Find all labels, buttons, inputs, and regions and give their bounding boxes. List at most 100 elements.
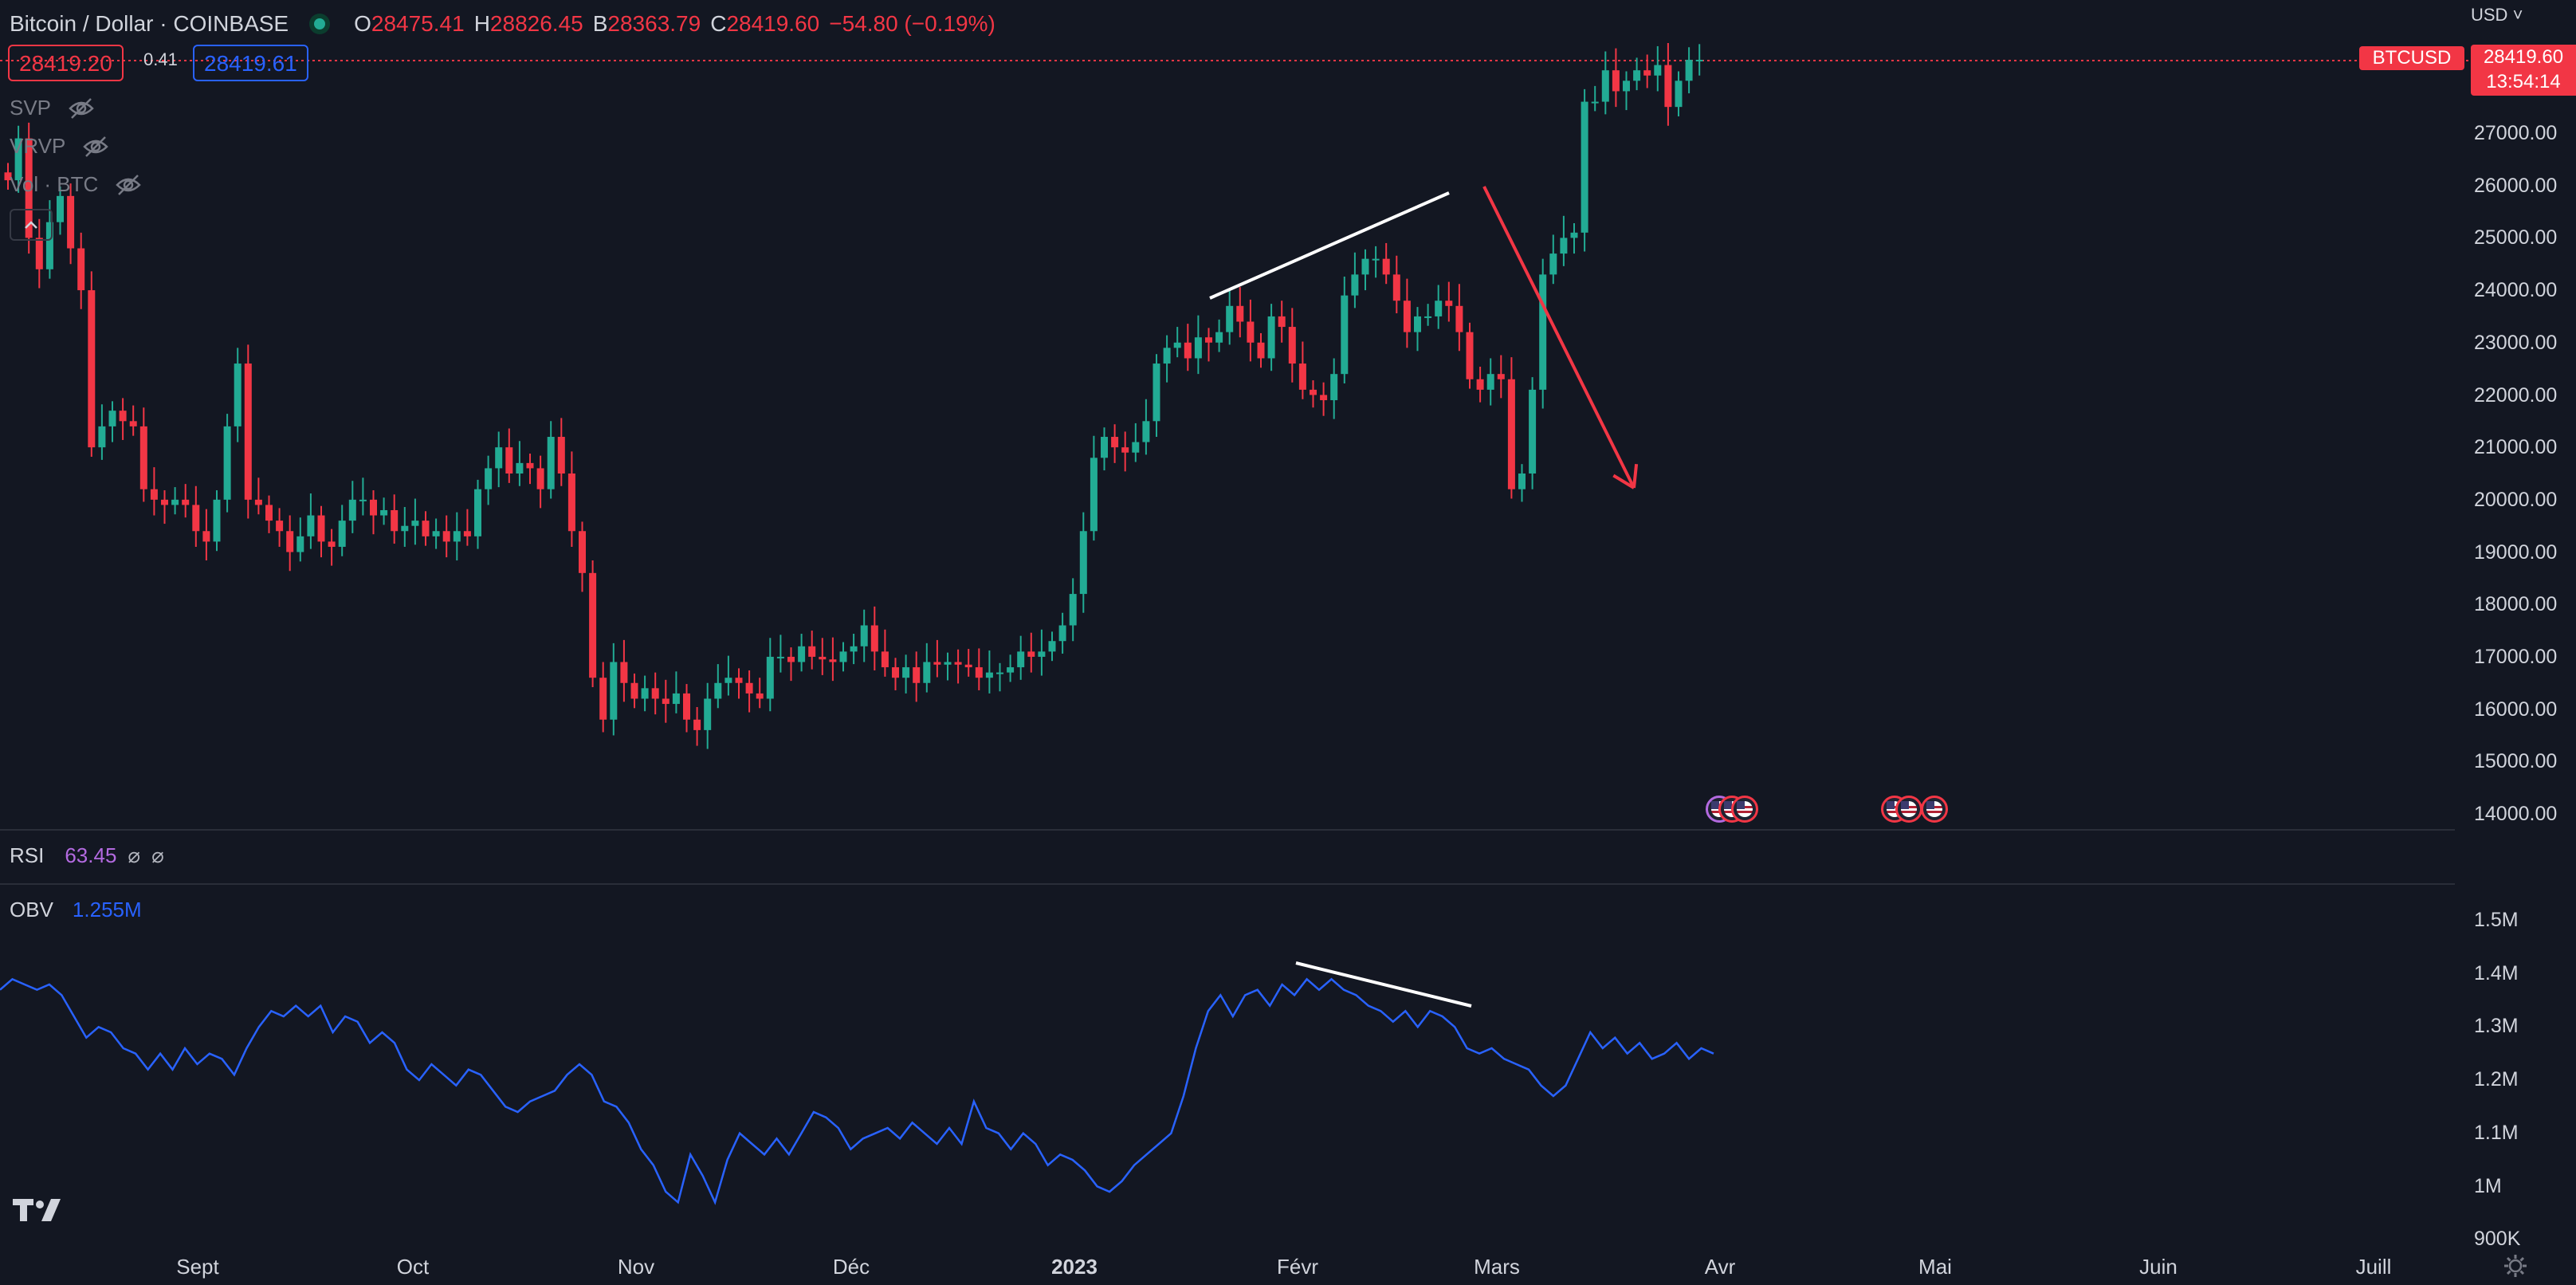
candle-body <box>1581 101 1588 233</box>
drawing-arrow[interactable] <box>1482 186 1636 489</box>
candle-body <box>1288 327 1296 364</box>
collapse-legend-button[interactable] <box>10 209 53 241</box>
drawing-trendline[interactable] <box>1295 961 1472 1008</box>
eye-off-icon[interactable] <box>67 97 96 120</box>
candle-body <box>1382 258 1390 275</box>
candle-body <box>944 662 952 665</box>
candle-body <box>359 499 367 501</box>
candle-body <box>338 521 346 547</box>
eye-off-icon[interactable] <box>114 174 143 196</box>
sell-button[interactable]: 28419.20 <box>8 45 124 81</box>
candle-body <box>599 678 607 720</box>
obv-axis-label: 1.3M <box>2474 1015 2519 1038</box>
candle-body <box>1675 81 1683 108</box>
pane-separator-obv[interactable] <box>0 883 2455 885</box>
candle-body <box>881 651 889 668</box>
rsi-legend[interactable]: RSI 63.45 ⌀ ⌀ <box>10 843 164 868</box>
candlestick-series <box>4 43 1703 749</box>
candle-body <box>1392 274 1400 301</box>
obv-legend[interactable]: OBV 1.255M <box>10 898 142 922</box>
candle-body <box>1466 332 1474 379</box>
price-axis-label: 18000.00 <box>2474 593 2558 616</box>
candle-body <box>1310 389 1317 395</box>
indicator-volume[interactable]: Vol · BTC <box>10 172 143 197</box>
candle-body <box>505 447 513 474</box>
candle-body <box>411 521 419 526</box>
candle-body <box>516 462 524 474</box>
candle-body <box>1330 374 1338 401</box>
price-axis-label: 17000.00 <box>2474 646 2558 668</box>
symbol-tag: BTCUSD <box>2359 46 2464 70</box>
indicator-svp[interactable]: SVP <box>10 96 96 120</box>
candle-body <box>192 505 200 532</box>
price-axis-label: 20000.00 <box>2474 488 2558 511</box>
candle-body <box>1058 625 1066 642</box>
rsi-label: RSI <box>10 843 45 867</box>
indicator-vrvp[interactable]: VRVP <box>10 134 110 159</box>
currency-selector[interactable]: USD ˅ <box>2471 5 2523 25</box>
candle-body <box>1111 437 1119 448</box>
candle-body <box>463 531 471 536</box>
candle-body <box>139 426 147 489</box>
candle-body <box>25 138 33 238</box>
indicator-volume-label: Vol · BTC <box>10 172 99 196</box>
obv-line <box>0 977 1714 1205</box>
candle-body <box>1341 295 1349 375</box>
candle-body <box>1069 594 1077 626</box>
time-axis-label: Févr <box>1277 1255 1318 1279</box>
candle-body <box>485 468 493 489</box>
candle-body <box>1497 374 1505 379</box>
market-status-icon[interactable] <box>309 14 331 34</box>
candle-body <box>234 363 242 426</box>
obv-axis-label: 1.2M <box>2474 1068 2519 1091</box>
buy-button[interactable]: 28419.61 <box>193 45 308 81</box>
settings-gear-icon[interactable] <box>2503 1253 2528 1279</box>
eye-off-icon[interactable] <box>81 136 110 158</box>
event-flag-icon[interactable] <box>1731 796 1758 823</box>
price-axis-label: 26000.00 <box>2474 174 2558 197</box>
candle-body <box>870 625 878 652</box>
candle-body <box>1591 101 1599 104</box>
drawing-trendline[interactable] <box>1209 191 1450 300</box>
candle-body <box>1132 442 1140 453</box>
tradingview-logo-icon[interactable] <box>13 1197 62 1223</box>
candle-body <box>985 672 993 678</box>
candle-body <box>244 363 252 500</box>
indicator-svp-label: SVP <box>10 96 52 120</box>
candle-body <box>798 646 806 662</box>
candle-body <box>276 521 284 532</box>
candle-body <box>1226 305 1234 332</box>
time-axis-label: 2023 <box>1051 1255 1098 1279</box>
event-flag-icon[interactable] <box>1895 796 1922 823</box>
candle-body <box>14 138 22 181</box>
candle-body <box>1445 301 1453 306</box>
candle-body <box>1351 274 1359 296</box>
pane-separator-rsi[interactable] <box>0 829 2455 831</box>
candle-body <box>1017 651 1025 668</box>
event-flag-icon[interactable] <box>1881 796 1908 823</box>
candle-body <box>1007 667 1015 673</box>
candle-body <box>1257 342 1265 359</box>
candle-body <box>1560 238 1568 254</box>
candle-body <box>1476 379 1484 390</box>
symbol-title[interactable]: Bitcoin / Dollar · COINBASE <box>10 11 289 36</box>
candle-body <box>766 656 774 699</box>
candle-body <box>119 411 127 422</box>
candle-body <box>724 678 732 683</box>
event-flag-icon[interactable] <box>1921 796 1948 823</box>
drawings-layer[interactable] <box>1209 186 1639 1008</box>
candle-body <box>265 505 273 521</box>
candle-body <box>975 667 983 678</box>
candle-body <box>1372 258 1380 261</box>
candle-body <box>1695 60 1703 62</box>
candle-body <box>1549 253 1557 275</box>
indicator-vrvp-label: VRVP <box>10 134 66 158</box>
candle-body <box>35 238 43 269</box>
candle-body <box>474 489 481 536</box>
candle-body <box>567 474 575 532</box>
candle-body <box>1435 301 1443 316</box>
candle-body <box>171 499 179 505</box>
last-price-tag: 28419.60 13:54:14 <box>2471 45 2576 96</box>
time-axis-label: Nov <box>617 1255 655 1279</box>
